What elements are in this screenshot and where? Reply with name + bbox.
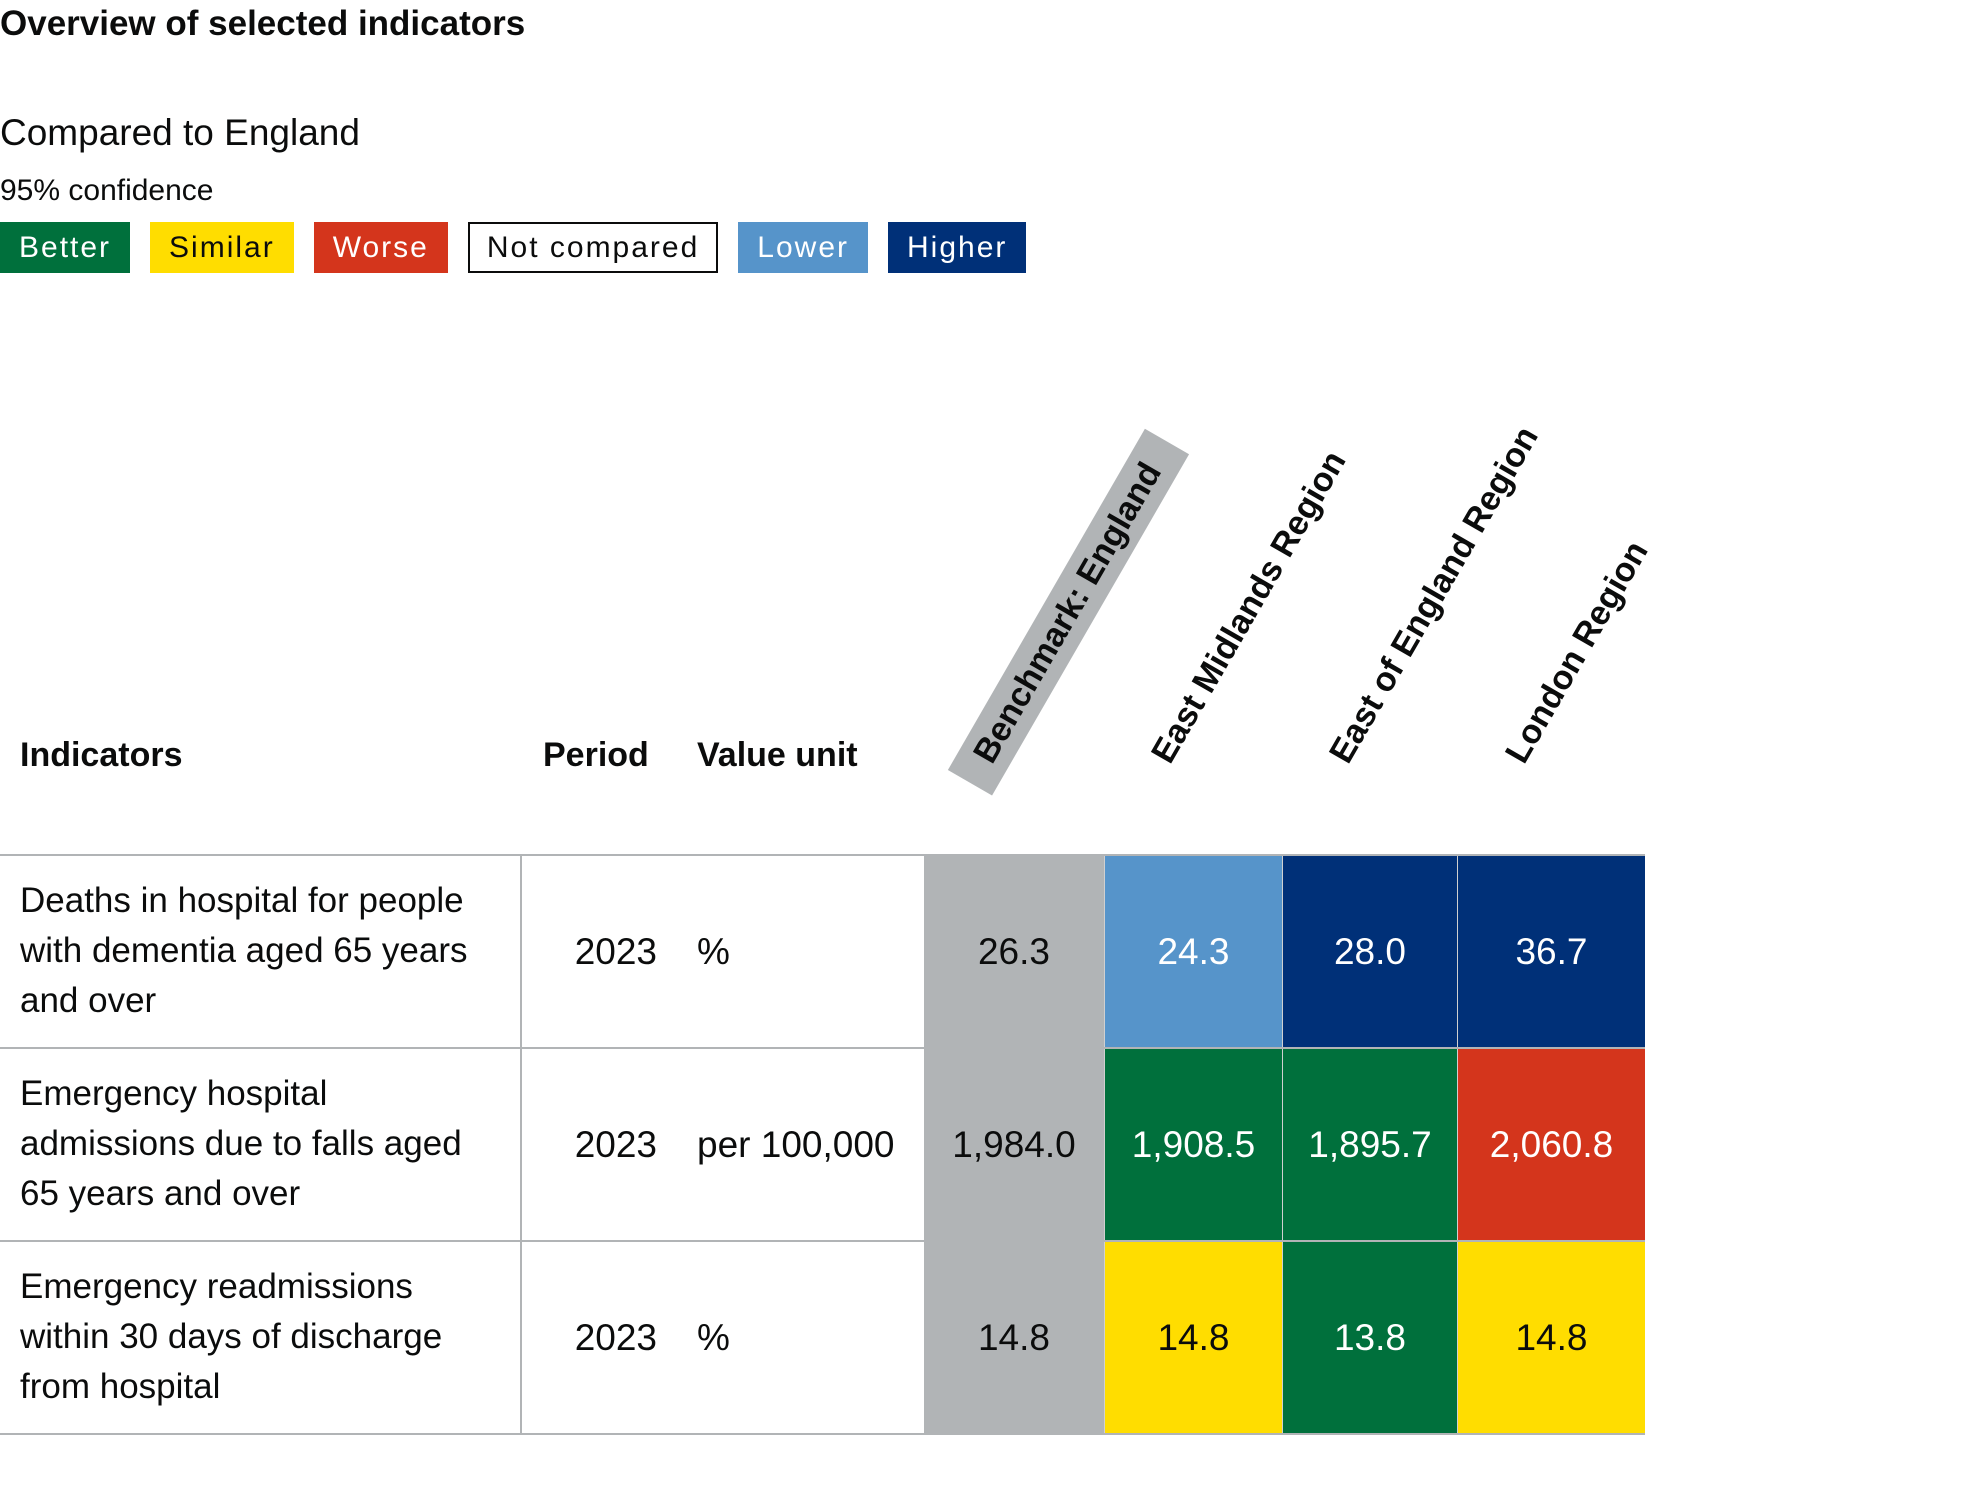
value-cell-east-midlands: 24.3 [1104,856,1282,1047]
area-label-east-of-england: East of England Region [1322,420,1546,770]
value-cell-benchmark: 26.3 [924,856,1104,1047]
unit-cell: % [697,1317,730,1358]
value-cell-east-midlands: 1,908.5 [1104,1049,1282,1240]
value-cell-london: 36.7 [1457,856,1645,1047]
indicator-name: Deaths in hospital for people with demen… [0,856,522,1047]
header-period: Period [543,736,649,774]
legend-similar: Similar [150,222,294,273]
legend-not-compared: Not compared [467,222,719,273]
value-cell-benchmark: 14.8 [924,1242,1104,1433]
legend-better: Better [0,222,131,273]
legend-lower: Lower [738,222,869,273]
indicator-name: Emergency hospital admissions due to fal… [0,1049,522,1240]
value-cell-london: 2,060.8 [1457,1049,1645,1240]
table-row: Emergency readmissions within 30 days of… [0,1242,1645,1435]
period-cell: 2023 [574,1124,657,1165]
unit-cell: % [697,931,730,972]
unit-cell: per 100,000 [697,1124,895,1165]
period-cell: 2023 [574,1317,657,1358]
value-cell-benchmark: 1,984.0 [924,1049,1104,1240]
legend-higher: Higher [888,222,1027,273]
legend-worse: Worse [313,222,448,273]
page-title: Overview of selected indicators [0,4,526,43]
header-value-unit: Value unit [697,736,858,774]
comparison-heading: Compared to England [0,112,360,153]
value-cell-east-of-england: 13.8 [1282,1242,1457,1433]
area-label-london: London Region [1498,534,1656,770]
header-indicators: Indicators [20,736,183,774]
indicator-table: Deaths in hospital for people with demen… [0,854,1645,1435]
value-cell-east-of-england: 1,895.7 [1282,1049,1457,1240]
value-cell-london: 14.8 [1457,1242,1645,1433]
confidence-label: 95% confidence [0,174,214,207]
value-cell-east-of-england: 28.0 [1282,856,1457,1047]
table-row: Emergency hospital admissions due to fal… [0,1049,1645,1242]
period-cell: 2023 [574,931,657,972]
legend: Better Similar Worse Not compared Lower … [0,222,1027,273]
value-cell-east-midlands: 14.8 [1104,1242,1282,1433]
area-label-east-midlands: East Midlands Region [1144,444,1354,770]
indicator-name: Emergency readmissions within 30 days of… [0,1242,522,1433]
table-row: Deaths in hospital for people with demen… [0,856,1645,1049]
